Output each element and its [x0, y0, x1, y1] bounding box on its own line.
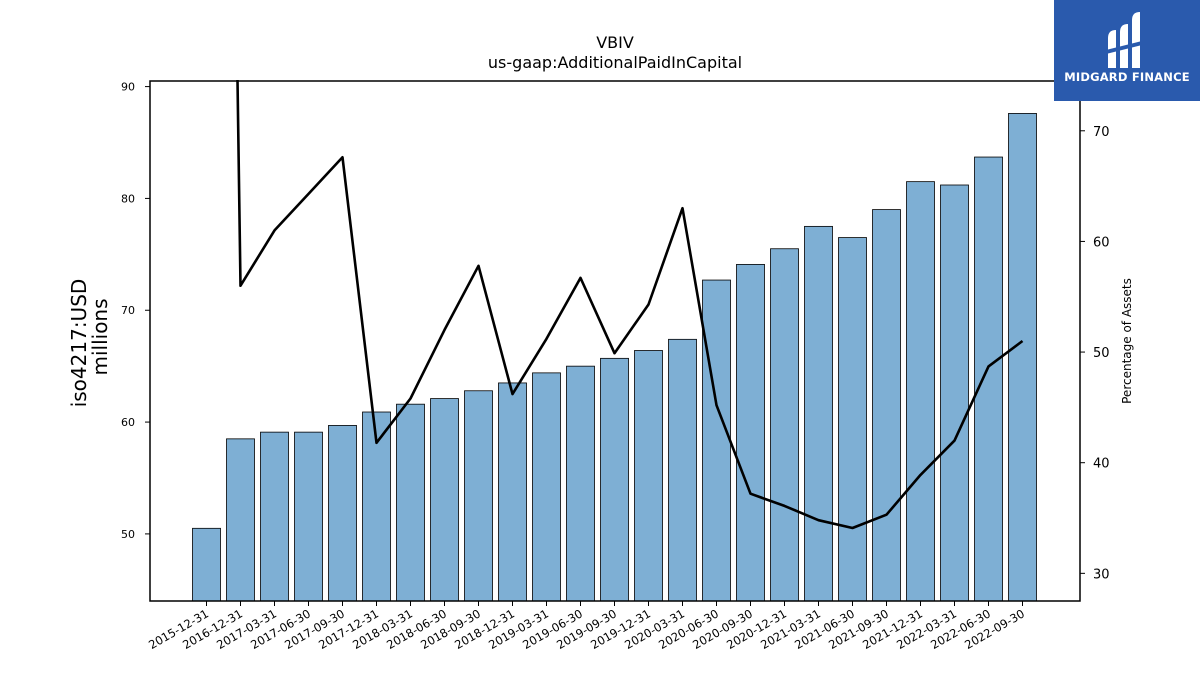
bar-2016-12-31 [226, 438, 255, 602]
y2-tick-label: 60 [1093, 235, 1110, 250]
y2-axis-label: Percentage of Assets [1120, 278, 1134, 404]
bar-2017-03-31 [260, 431, 289, 602]
y2-tick-label: 70 [1093, 125, 1110, 140]
y-tick-label: 70 [121, 304, 135, 317]
y2-tick-label: 50 [1093, 346, 1110, 361]
bar-2022-09-30 [1008, 113, 1037, 602]
bar-2015-12-31 [192, 527, 221, 602]
line-group [236, 79, 1024, 530]
y2-tick-label: 40 [1093, 457, 1110, 472]
bar-2020-09-30 [736, 263, 765, 602]
bar-2022-06-30 [974, 156, 1003, 602]
right-axis: 30 40 50 60 70 [1080, 125, 1110, 582]
y-tick-label: 90 [121, 81, 135, 94]
bar-group [192, 113, 1037, 602]
bar-2018-09-30 [464, 390, 493, 602]
bar-2019-09-30 [600, 357, 629, 602]
y-tick-label: 80 [121, 192, 135, 205]
y-axis-label-units: millions [88, 298, 112, 375]
bar-2018-12-31 [498, 382, 527, 602]
bar-2017-09-30 [328, 425, 357, 602]
chart-subtitle: us-gaap:AdditionalPaidInCapital [488, 53, 742, 72]
bar-2021-03-31 [804, 225, 833, 602]
logo-text: MIDGARD FINANCE [1064, 70, 1190, 84]
y-tick-label: 60 [121, 416, 135, 429]
bar-2020-06-30 [702, 279, 731, 602]
y-axis-label: iso4217:USD [67, 279, 91, 408]
bar-2020-12-31 [770, 248, 799, 602]
bar-2018-03-31 [396, 403, 425, 602]
x-axis: 2015-12-312016-12-312017-03-312017-06-30… [146, 601, 1027, 652]
bar-2020-03-31 [668, 338, 697, 602]
left-axis: 50 60 70 80 90 [121, 81, 150, 541]
y2-tick-label: 30 [1093, 567, 1110, 582]
bar-2021-06-30 [838, 237, 867, 602]
chart-title: VBIV [596, 33, 634, 52]
y-tick-label: 50 [121, 528, 135, 541]
bar-2017-06-30 [294, 431, 323, 602]
bar-2022-03-31 [940, 184, 969, 602]
midgard-logo-icon [1106, 12, 1146, 68]
bar-2018-06-30 [430, 398, 459, 602]
midgard-finance-logo: MIDGARD FINANCE [1054, 0, 1200, 101]
percentage-of-assets-line [236, 79, 1024, 530]
bar-2021-12-31 [906, 181, 935, 602]
bar-2019-03-31 [532, 372, 561, 602]
bar-2021-09-30 [872, 209, 901, 602]
bar-2019-06-30 [566, 365, 595, 602]
bar-2019-12-31 [634, 350, 663, 602]
